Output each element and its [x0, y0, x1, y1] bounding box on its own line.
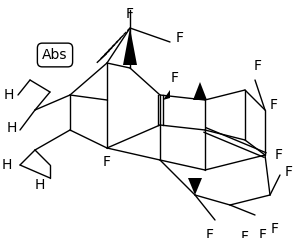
- Text: F: F: [254, 59, 262, 73]
- Text: F: F: [126, 7, 134, 21]
- Polygon shape: [188, 178, 202, 195]
- Text: F: F: [271, 222, 279, 236]
- Text: F: F: [171, 71, 179, 85]
- Text: Abs: Abs: [42, 48, 68, 62]
- Text: F: F: [176, 31, 184, 45]
- Polygon shape: [123, 28, 137, 65]
- Text: H: H: [7, 121, 17, 135]
- Text: F: F: [206, 228, 214, 238]
- Text: F: F: [103, 155, 111, 169]
- Polygon shape: [193, 82, 207, 100]
- Text: F: F: [241, 230, 249, 238]
- Text: H: H: [2, 158, 12, 172]
- Text: F: F: [285, 165, 293, 179]
- Text: H: H: [4, 88, 14, 102]
- Text: F: F: [275, 148, 283, 162]
- Text: F: F: [270, 98, 278, 112]
- Text: H: H: [35, 178, 45, 192]
- Polygon shape: [163, 90, 170, 100]
- Text: F: F: [259, 228, 267, 238]
